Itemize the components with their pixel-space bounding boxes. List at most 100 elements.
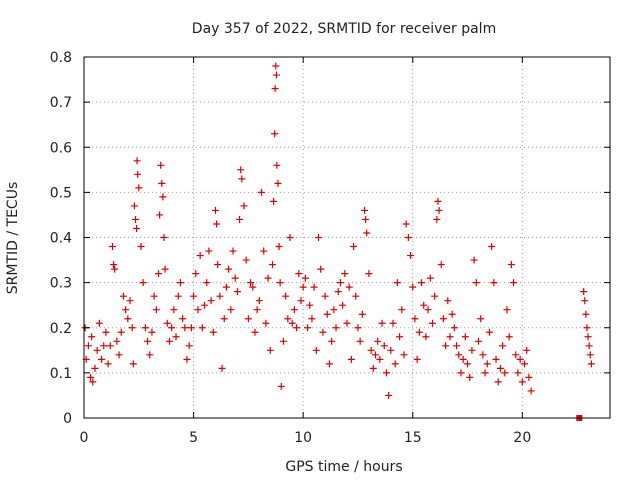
- data-point: [468, 346, 476, 354]
- data-point: [106, 342, 114, 350]
- data-point: [238, 175, 246, 183]
- data-point: [398, 306, 406, 314]
- data-point: [525, 373, 533, 381]
- y-tick-label: 0: [63, 411, 72, 427]
- data-point: [356, 337, 364, 345]
- data-point: [512, 351, 520, 359]
- data-point: [181, 324, 189, 332]
- data-point: [264, 274, 272, 282]
- data-point: [174, 292, 182, 300]
- data-point: [479, 351, 487, 359]
- data-point: [334, 288, 342, 296]
- data-point: [220, 315, 228, 323]
- data-point: [328, 337, 336, 345]
- data-point: [304, 324, 312, 332]
- data-point: [345, 283, 353, 291]
- data-point: [102, 328, 110, 336]
- data-point: [91, 364, 99, 372]
- data-point: [201, 301, 209, 309]
- data-point: [205, 247, 213, 255]
- data-point: [490, 279, 498, 287]
- data-point: [187, 324, 195, 332]
- data-point: [117, 328, 125, 336]
- data-point: [137, 243, 145, 251]
- data-point: [315, 234, 323, 241]
- data-point: [159, 193, 167, 201]
- data-point: [172, 333, 180, 341]
- data-point: [464, 360, 472, 368]
- data-point: [527, 387, 535, 395]
- y-tick-label: 0.8: [50, 50, 72, 66]
- data-point: [332, 324, 340, 332]
- data-point: [95, 319, 103, 327]
- data-point: [139, 279, 147, 287]
- data-point: [466, 373, 474, 381]
- data-point: [161, 265, 169, 273]
- data-point: [251, 328, 259, 336]
- data-point: [183, 355, 191, 363]
- y-axis-label: SRMTID / TECUs: [5, 182, 21, 295]
- data-point: [231, 274, 239, 282]
- data-point: [258, 188, 266, 196]
- data-point: [194, 306, 202, 314]
- data-point: [133, 224, 141, 232]
- data-point: [128, 324, 136, 332]
- data-point: [277, 382, 285, 390]
- tick-labels: 0 0.1 0.2 0.3 0.4 0.5 0.6 0.7 0.8 0 5 10 15 20: [50, 50, 532, 446]
- data-point: [450, 324, 458, 332]
- data-point: [428, 319, 436, 327]
- data-point: [115, 351, 123, 359]
- data-point: [483, 360, 491, 368]
- y-tick-label: 0.4: [50, 231, 72, 247]
- x-tick-label: 10: [294, 430, 312, 446]
- data-point: [363, 229, 371, 237]
- data-point: [274, 179, 282, 187]
- data-point: [481, 369, 489, 377]
- data-point: [446, 333, 454, 341]
- data-point: [284, 315, 292, 323]
- data-point: [453, 342, 461, 350]
- x-tick-label: 15: [404, 430, 422, 446]
- data-point: [144, 337, 152, 345]
- data-point: [295, 270, 303, 278]
- data-point: [299, 283, 307, 291]
- y-tick-label: 0.5: [50, 185, 72, 201]
- data-point: [290, 306, 298, 314]
- data-point: [185, 342, 193, 350]
- data-point: [152, 306, 160, 314]
- data-point: [457, 369, 465, 377]
- data-point: [198, 324, 206, 332]
- data-point: [523, 346, 531, 354]
- data-point: [209, 328, 217, 336]
- data-point: [400, 351, 408, 359]
- x-tick-label: 20: [513, 430, 531, 446]
- data-point: [170, 306, 178, 314]
- data-point: [268, 261, 276, 269]
- data-point: [93, 346, 101, 354]
- data-point: [455, 351, 463, 359]
- data-point: [499, 342, 507, 350]
- data-point: [190, 292, 198, 300]
- data-point: [157, 161, 165, 169]
- x-tick-label: 5: [189, 430, 198, 446]
- data-point: [225, 265, 233, 273]
- data-point: [514, 369, 522, 377]
- data-point: [286, 234, 294, 241]
- data-point: [179, 315, 187, 323]
- y-tick-label: 0.3: [50, 276, 72, 292]
- data-point: [507, 261, 515, 269]
- data-point: [192, 270, 200, 278]
- data-point: [378, 319, 386, 327]
- data-point: [413, 355, 421, 363]
- data-point: [437, 261, 445, 269]
- data-point: [336, 279, 344, 287]
- data-point: [272, 62, 280, 70]
- data-point: [129, 360, 137, 368]
- data-point: [347, 355, 355, 363]
- data-point: [272, 71, 280, 79]
- data-point: [108, 243, 116, 251]
- data-point: [341, 270, 349, 278]
- data-point: [325, 360, 333, 368]
- data-point: [330, 306, 338, 314]
- data-point: [165, 337, 173, 345]
